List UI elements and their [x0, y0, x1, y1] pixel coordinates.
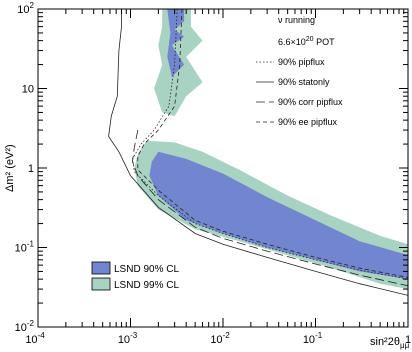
legend-label-90-statonly: 90% statonly — [278, 77, 330, 87]
annotation-pot: 6.6×1020 POT — [278, 36, 335, 47]
y-tick-label-4: 102 — [17, 1, 34, 16]
exclusion-curves — [108, 8, 409, 296]
legend-label-90-pipflux: 90% pipflux — [278, 57, 325, 67]
curve-90-ee-pipflux — [137, 8, 409, 278]
legend-swatch-lsnd-99-cl — [91, 277, 111, 291]
lsnd-regions — [134, 9, 409, 290]
y-tick-label-1: 10-1 — [15, 240, 35, 255]
x-tick-label-4: 1 — [405, 334, 411, 346]
x-tick-label-3: 10-1 — [303, 331, 323, 346]
legend: ν running 6.6×1020 POT 90% pipflux 90% stat… — [91, 15, 343, 291]
y-tick-label-2: 1 — [28, 163, 34, 175]
legend-label-lsnd-99-cl: LSND 99% CL — [114, 280, 179, 291]
y-tick-label-3: 10 — [22, 84, 34, 96]
legend-label-90-corr-pipflux: 90% corr pipflux — [278, 97, 343, 107]
legend-label-lsnd-90-cl: LSND 90% CL — [114, 264, 179, 275]
x-axis-label: sin²2θμμ — [370, 336, 410, 351]
curve-90-statonly — [108, 9, 409, 296]
region-lsnd-90-cl-2 — [149, 151, 408, 280]
curve-90-pipflux — [132, 8, 409, 280]
annotation-running: ν running — [278, 15, 315, 25]
y-axis-label: Δm² (eV²) — [4, 144, 16, 192]
x-tick-label-0: 10-4 — [25, 331, 45, 346]
legend-label-90-ee-pipflux: 90% ee pipflux — [278, 117, 338, 127]
x-tick-label-2: 10-2 — [210, 331, 230, 346]
x-tick-label-1: 10-3 — [118, 331, 138, 346]
curve-90-corr-pipflux — [132, 130, 409, 287]
legend-swatch-lsnd-90-cl — [91, 261, 111, 275]
y-tick-label-0: 10-2 — [15, 319, 35, 334]
